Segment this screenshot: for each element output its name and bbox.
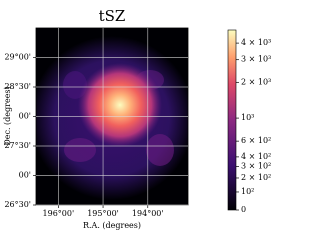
y-tick-label: 00': [19, 112, 31, 121]
colorbar-tick-label: 10²: [241, 187, 254, 196]
colorbar-tick-label: 3 × 10³: [241, 55, 271, 64]
x-tick-label: 195°00': [87, 209, 119, 218]
blob: [146, 134, 174, 166]
colorbar-tick-label: 3 × 10²: [241, 162, 271, 171]
y-tick-label: 29°00': [4, 53, 31, 62]
y-tick-label: 27°30': [4, 141, 31, 150]
cluster-core: [78, 63, 162, 147]
colorbar-tick-label: 2 × 10²: [241, 173, 271, 182]
x-tick-label: 196°00': [43, 209, 75, 218]
colorbar-tick-label: 2 × 10³: [241, 77, 271, 86]
colorbar-tick-label: 4 × 10³: [241, 38, 271, 47]
colorbar-tick-label: 4 × 10²: [241, 152, 271, 161]
colorbar-tick-label: 6 × 10²: [241, 136, 271, 145]
colorbar-tick-label: 10³: [241, 113, 254, 122]
y-axis-label: Dec. (degrees): [3, 86, 12, 145]
y-tick-label: 28°30': [4, 82, 31, 91]
chart-title: tSZ: [99, 7, 126, 25]
x-axis-label: R.A. (degrees): [83, 221, 141, 230]
y-tick-label: 26°30': [4, 200, 31, 209]
y-tick-label: 00': [19, 171, 31, 180]
colorbar-tick-label: 0: [241, 205, 246, 214]
chart: tSZ R.A. (degrees) Dec. (degrees) 196°00…: [3, 7, 271, 230]
x-tick-label: 194°00': [132, 209, 164, 218]
blob: [64, 138, 96, 162]
colorbar: [227, 29, 237, 211]
